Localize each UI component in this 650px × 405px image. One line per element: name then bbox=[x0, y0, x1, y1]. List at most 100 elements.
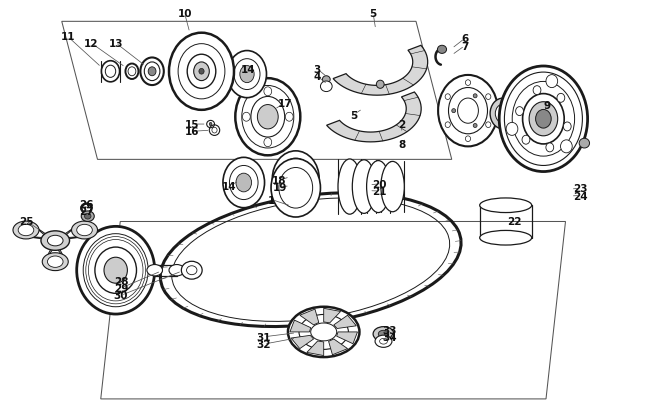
Text: 2: 2 bbox=[398, 120, 406, 130]
Ellipse shape bbox=[320, 82, 332, 92]
Polygon shape bbox=[45, 244, 66, 261]
Text: 34: 34 bbox=[383, 333, 397, 342]
Ellipse shape bbox=[381, 162, 404, 212]
Ellipse shape bbox=[147, 265, 162, 276]
Text: 22: 22 bbox=[508, 217, 522, 227]
Polygon shape bbox=[300, 309, 318, 325]
Ellipse shape bbox=[322, 77, 330, 84]
Ellipse shape bbox=[72, 222, 98, 239]
Text: 6: 6 bbox=[461, 34, 469, 44]
Ellipse shape bbox=[47, 236, 63, 246]
Ellipse shape bbox=[378, 330, 389, 338]
Text: 31: 31 bbox=[257, 332, 271, 342]
Polygon shape bbox=[333, 46, 428, 96]
Ellipse shape bbox=[264, 139, 272, 147]
Text: 19: 19 bbox=[272, 183, 287, 192]
Ellipse shape bbox=[490, 99, 516, 130]
Ellipse shape bbox=[244, 60, 263, 84]
Ellipse shape bbox=[223, 158, 265, 208]
Ellipse shape bbox=[209, 123, 212, 126]
Ellipse shape bbox=[77, 225, 92, 236]
Text: 5: 5 bbox=[369, 9, 377, 19]
Ellipse shape bbox=[523, 94, 564, 145]
Ellipse shape bbox=[257, 105, 278, 130]
Text: 33: 33 bbox=[383, 325, 397, 335]
Ellipse shape bbox=[458, 99, 478, 124]
Text: 17: 17 bbox=[278, 99, 292, 109]
Ellipse shape bbox=[465, 81, 471, 86]
Ellipse shape bbox=[169, 265, 185, 276]
Ellipse shape bbox=[486, 94, 491, 100]
Ellipse shape bbox=[140, 58, 164, 86]
Ellipse shape bbox=[522, 136, 530, 145]
Text: 10: 10 bbox=[177, 9, 192, 19]
Ellipse shape bbox=[338, 160, 361, 215]
Text: 7: 7 bbox=[461, 42, 469, 51]
Ellipse shape bbox=[579, 139, 590, 149]
Ellipse shape bbox=[77, 227, 155, 314]
Ellipse shape bbox=[285, 113, 293, 122]
Polygon shape bbox=[307, 341, 324, 356]
Ellipse shape bbox=[495, 105, 511, 124]
Text: 4: 4 bbox=[313, 72, 321, 82]
Ellipse shape bbox=[536, 110, 551, 129]
Ellipse shape bbox=[373, 327, 394, 341]
Ellipse shape bbox=[13, 222, 39, 239]
Polygon shape bbox=[324, 309, 341, 323]
Ellipse shape bbox=[533, 87, 541, 96]
Polygon shape bbox=[334, 315, 356, 329]
Ellipse shape bbox=[452, 109, 456, 113]
Polygon shape bbox=[329, 339, 348, 355]
Ellipse shape bbox=[169, 34, 234, 111]
Text: 13: 13 bbox=[109, 39, 123, 49]
Ellipse shape bbox=[376, 81, 384, 89]
Ellipse shape bbox=[227, 51, 266, 98]
Ellipse shape bbox=[480, 231, 532, 245]
Ellipse shape bbox=[499, 67, 588, 172]
Ellipse shape bbox=[41, 231, 70, 251]
Ellipse shape bbox=[473, 124, 477, 128]
Ellipse shape bbox=[187, 266, 197, 275]
Ellipse shape bbox=[546, 143, 554, 152]
Ellipse shape bbox=[375, 335, 392, 347]
Ellipse shape bbox=[560, 141, 572, 153]
Ellipse shape bbox=[207, 121, 215, 128]
Ellipse shape bbox=[240, 66, 254, 83]
Polygon shape bbox=[58, 225, 88, 240]
Text: 21: 21 bbox=[372, 187, 387, 196]
Ellipse shape bbox=[251, 97, 285, 138]
Ellipse shape bbox=[486, 123, 491, 128]
Ellipse shape bbox=[104, 258, 127, 283]
Polygon shape bbox=[326, 93, 421, 143]
Text: 9: 9 bbox=[544, 100, 551, 110]
Ellipse shape bbox=[288, 307, 359, 357]
Ellipse shape bbox=[18, 225, 34, 236]
Ellipse shape bbox=[380, 339, 387, 344]
Text: 28: 28 bbox=[114, 277, 128, 286]
Text: 1: 1 bbox=[268, 195, 276, 205]
Polygon shape bbox=[290, 320, 311, 332]
Text: 14: 14 bbox=[241, 65, 255, 75]
Ellipse shape bbox=[311, 323, 337, 341]
Polygon shape bbox=[291, 335, 313, 349]
Text: 12: 12 bbox=[84, 39, 98, 49]
Ellipse shape bbox=[84, 214, 91, 220]
Text: 23: 23 bbox=[573, 184, 588, 194]
Text: 16: 16 bbox=[185, 127, 199, 137]
Text: 32: 32 bbox=[257, 339, 271, 349]
Text: 11: 11 bbox=[60, 32, 75, 42]
Ellipse shape bbox=[235, 79, 300, 156]
Ellipse shape bbox=[352, 160, 376, 214]
Ellipse shape bbox=[194, 63, 209, 81]
Bar bbox=[203, 60, 254, 84]
Ellipse shape bbox=[101, 62, 120, 83]
Polygon shape bbox=[22, 225, 52, 240]
Ellipse shape bbox=[81, 211, 94, 222]
Text: 26: 26 bbox=[79, 200, 94, 209]
Text: 29: 29 bbox=[114, 284, 128, 293]
Ellipse shape bbox=[557, 94, 565, 103]
Text: 8: 8 bbox=[398, 139, 406, 149]
Ellipse shape bbox=[465, 136, 471, 142]
Ellipse shape bbox=[438, 76, 498, 147]
Ellipse shape bbox=[236, 174, 252, 192]
